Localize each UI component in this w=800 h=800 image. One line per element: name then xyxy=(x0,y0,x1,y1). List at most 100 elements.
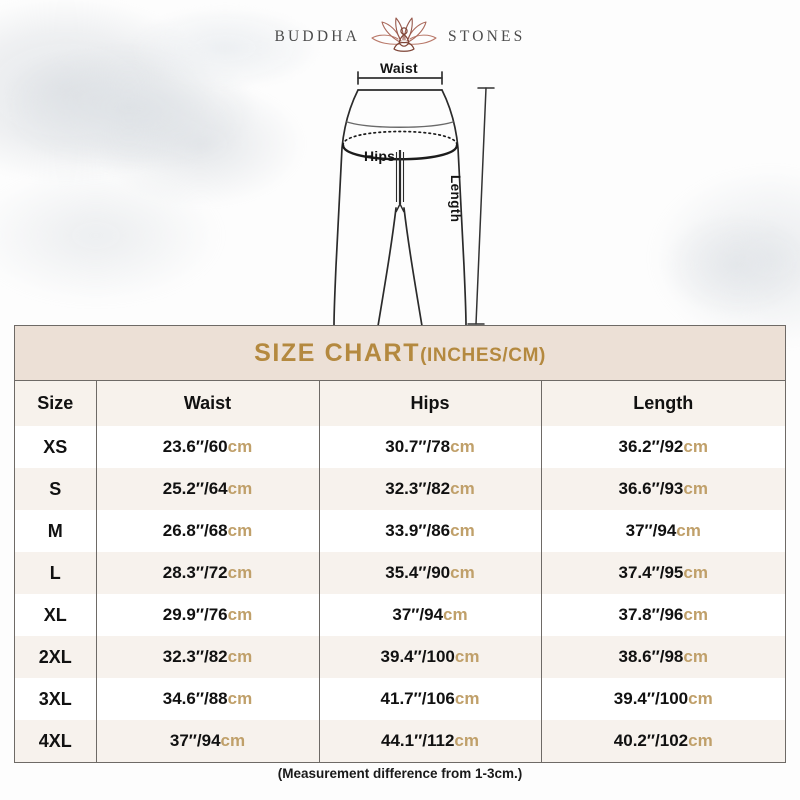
column-header-size: Size xyxy=(15,381,97,426)
cell-waist: 37″/94cm xyxy=(96,720,320,762)
column-header-waist: Waist xyxy=(96,381,320,426)
waist-dimension-line xyxy=(357,71,443,85)
cell-waist: 34.6″/88cm xyxy=(96,678,320,720)
cell-size: 3XL xyxy=(15,678,97,720)
cell-size: M xyxy=(15,510,97,552)
cell-length-inches: 37.8″/96 xyxy=(618,605,684,624)
cell-waist-unit: cm xyxy=(227,647,253,666)
table-row: L 28.3″/72cm 35.4″/90cm 37.4″/95cm xyxy=(15,552,785,594)
cell-hips-inches: 37″/94 xyxy=(392,605,444,624)
cell-hips-unit: cm xyxy=(454,689,480,708)
cell-size: 4XL xyxy=(15,720,97,762)
cell-length: 36.2″/92cm xyxy=(541,426,785,468)
size-chart-table-container: SIZE CHART(INCHES/CM) Size Waist Hips Le… xyxy=(14,325,786,763)
cell-length-inches: 36.6″/93 xyxy=(618,479,684,498)
cell-length-inches: 39.4″/100 xyxy=(613,689,689,708)
mist-shape-right-inner xyxy=(600,190,800,340)
cell-length: 37.4″/95cm xyxy=(541,552,785,594)
cell-length-inches: 36.2″/92 xyxy=(618,437,684,456)
measurement-footnote: (Measurement difference from 1-3cm.) xyxy=(277,766,523,781)
table-row: 2XL 32.3″/82cm 39.4″/100cm 38.6″/98cm xyxy=(15,636,785,678)
cell-waist-inches: 26.8″/68 xyxy=(162,521,228,540)
cell-waist-unit: cm xyxy=(227,437,253,456)
column-header-length: Length xyxy=(541,381,785,426)
cell-length-unit: cm xyxy=(683,437,708,456)
cell-hips: 33.9″/86cm xyxy=(319,510,542,552)
cell-waist-inches: 25.2″/64 xyxy=(162,479,228,498)
size-chart-title-bar: SIZE CHART(INCHES/CM) xyxy=(15,326,785,381)
brand-word-left: BUDDHA xyxy=(274,28,361,45)
cell-length-unit: cm xyxy=(676,521,701,540)
cell-length-unit: cm xyxy=(688,731,713,750)
cell-waist-unit: cm xyxy=(227,689,253,708)
cell-length: 36.6″/93cm xyxy=(541,468,785,510)
cell-waist: 32.3″/82cm xyxy=(96,636,320,678)
cell-waist: 23.6″/60cm xyxy=(96,426,320,468)
cell-waist-inches: 37″/94 xyxy=(169,731,221,750)
table-row: XS 23.6″/60cm 30.7″/78cm 36.2″/92cm xyxy=(15,426,785,468)
size-chart-header: Size Waist Hips Length xyxy=(15,381,785,426)
cell-hips-inches: 30.7″/78 xyxy=(385,437,451,456)
cell-hips-inches: 39.4″/100 xyxy=(380,647,455,666)
cell-hips-inches: 41.7″/106 xyxy=(380,689,455,708)
table-row: S 25.2″/64cm 32.3″/82cm 36.6″/93cm xyxy=(15,468,785,510)
cell-hips: 30.7″/78cm xyxy=(319,426,542,468)
cell-waist-unit: cm xyxy=(227,563,253,582)
cell-waist-inches: 34.6″/88 xyxy=(162,689,228,708)
cell-hips: 39.4″/100cm xyxy=(319,636,542,678)
size-chart-title-units: (INCHES/CM) xyxy=(420,344,546,366)
cell-hips-unit: cm xyxy=(450,479,475,498)
cell-length: 40.2″/102cm xyxy=(541,720,785,762)
table-row: 4XL 37″/94cm 44.1″/112cm 40.2″/102cm xyxy=(15,720,785,762)
cell-waist-unit: cm xyxy=(227,479,253,498)
cell-waist-inches: 29.9″/76 xyxy=(162,605,228,624)
cell-hips-unit: cm xyxy=(450,521,475,540)
cell-waist-unit: cm xyxy=(227,521,253,540)
cell-waist-inches: 23.6″/60 xyxy=(162,437,228,456)
cell-length: 39.4″/100cm xyxy=(541,678,785,720)
cell-waist-inches: 28.3″/72 xyxy=(162,563,228,582)
size-chart-title-main: SIZE CHART xyxy=(254,338,421,367)
cell-waist-unit: cm xyxy=(220,731,246,750)
cell-length-unit: cm xyxy=(683,647,708,666)
cell-size: XL xyxy=(15,594,97,636)
cell-size: S xyxy=(15,468,97,510)
cell-hips: 37″/94cm xyxy=(319,594,542,636)
lotus-meditation-icon xyxy=(371,17,437,52)
size-chart-title: SIZE CHART(INCHES/CM) xyxy=(254,339,546,368)
size-chart-table: Size Waist Hips Length XS 23.6″/60cm 30.7″… xyxy=(15,381,785,762)
length-dimension-label: Length xyxy=(448,175,463,223)
table-row: XL 29.9″/76cm 37″/94cm 37.8″/96cm xyxy=(15,594,785,636)
cell-length-unit: cm xyxy=(688,689,713,708)
hips-dimension-label: Hips xyxy=(364,148,396,164)
cell-length: 38.6″/98cm xyxy=(541,636,785,678)
brand-word-right: STONES xyxy=(448,28,526,45)
cell-hips: 41.7″/106cm xyxy=(319,678,542,720)
cell-size: XS xyxy=(15,426,97,468)
length-dimension-line xyxy=(467,87,495,325)
cell-hips: 35.4″/90cm xyxy=(319,552,542,594)
cell-waist-unit: cm xyxy=(227,605,253,624)
cell-hips: 44.1″/112cm xyxy=(319,720,542,762)
cell-length: 37″/94cm xyxy=(541,510,785,552)
table-header-row: Size Waist Hips Length xyxy=(15,381,785,426)
table-row: M 26.8″/68cm 33.9″/86cm 37″/94cm xyxy=(15,510,785,552)
table-row: 3XL 34.6″/88cm 41.7″/106cm 39.4″/100cm xyxy=(15,678,785,720)
column-header-hips: Hips xyxy=(319,381,542,426)
cell-length: 37.8″/96cm xyxy=(541,594,785,636)
cell-waist: 25.2″/64cm xyxy=(96,468,320,510)
waist-dimension-label: Waist xyxy=(380,60,418,76)
cell-waist-inches: 32.3″/82 xyxy=(162,647,228,666)
size-chart-body: XS 23.6″/60cm 30.7″/78cm 36.2″/92cm S 25.2″/6… xyxy=(15,426,785,762)
cell-waist: 29.9″/76cm xyxy=(96,594,320,636)
cell-size: L xyxy=(15,552,97,594)
cell-waist: 28.3″/72cm xyxy=(96,552,320,594)
mist-shape-left-lower xyxy=(0,150,300,340)
cell-hips-unit: cm xyxy=(450,563,475,582)
leggings-measurement-diagram xyxy=(300,52,540,330)
cell-length-inches: 38.6″/98 xyxy=(618,647,684,666)
cell-waist: 26.8″/68cm xyxy=(96,510,320,552)
cell-length-inches: 37″/94 xyxy=(625,521,677,540)
cell-hips-unit: cm xyxy=(450,437,475,456)
